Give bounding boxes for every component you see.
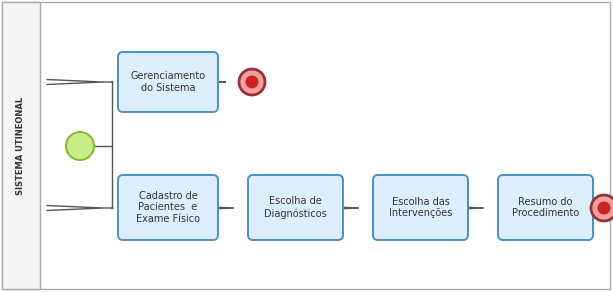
Bar (2, 2, 40, 289)
FancyBboxPatch shape (498, 175, 593, 240)
Text: Escolha de
Diagnósticos: Escolha de Diagnósticos (264, 197, 327, 219)
Circle shape (598, 201, 611, 215)
Text: Gerenciamento
do Sistema: Gerenciamento do Sistema (131, 71, 205, 93)
FancyBboxPatch shape (373, 175, 468, 240)
Circle shape (239, 69, 265, 95)
FancyBboxPatch shape (118, 52, 218, 112)
FancyBboxPatch shape (248, 175, 343, 240)
Circle shape (591, 195, 613, 221)
FancyBboxPatch shape (118, 175, 218, 240)
Circle shape (66, 132, 94, 160)
Text: SISTEMA UTINEONAL: SISTEMA UTINEONAL (17, 97, 26, 195)
Text: Resumo do
Procedimento: Resumo do Procedimento (512, 197, 579, 218)
Circle shape (245, 76, 259, 88)
Text: Cadastro de
Pacientes  e
Exame Físico: Cadastro de Pacientes e Exame Físico (136, 191, 200, 224)
Text: Escolha das
Intervenções: Escolha das Intervenções (389, 197, 452, 218)
